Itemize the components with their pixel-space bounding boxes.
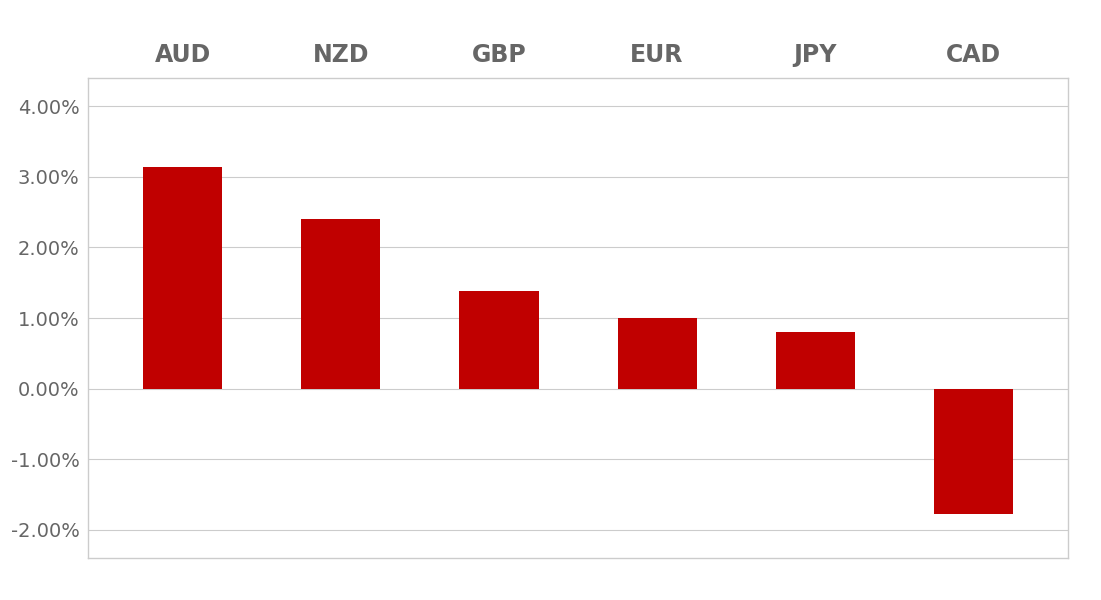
Bar xyxy=(934,389,1013,514)
Bar xyxy=(618,318,697,389)
Bar xyxy=(459,291,538,389)
Bar xyxy=(302,219,381,389)
Bar xyxy=(775,332,854,389)
Bar xyxy=(143,167,222,389)
